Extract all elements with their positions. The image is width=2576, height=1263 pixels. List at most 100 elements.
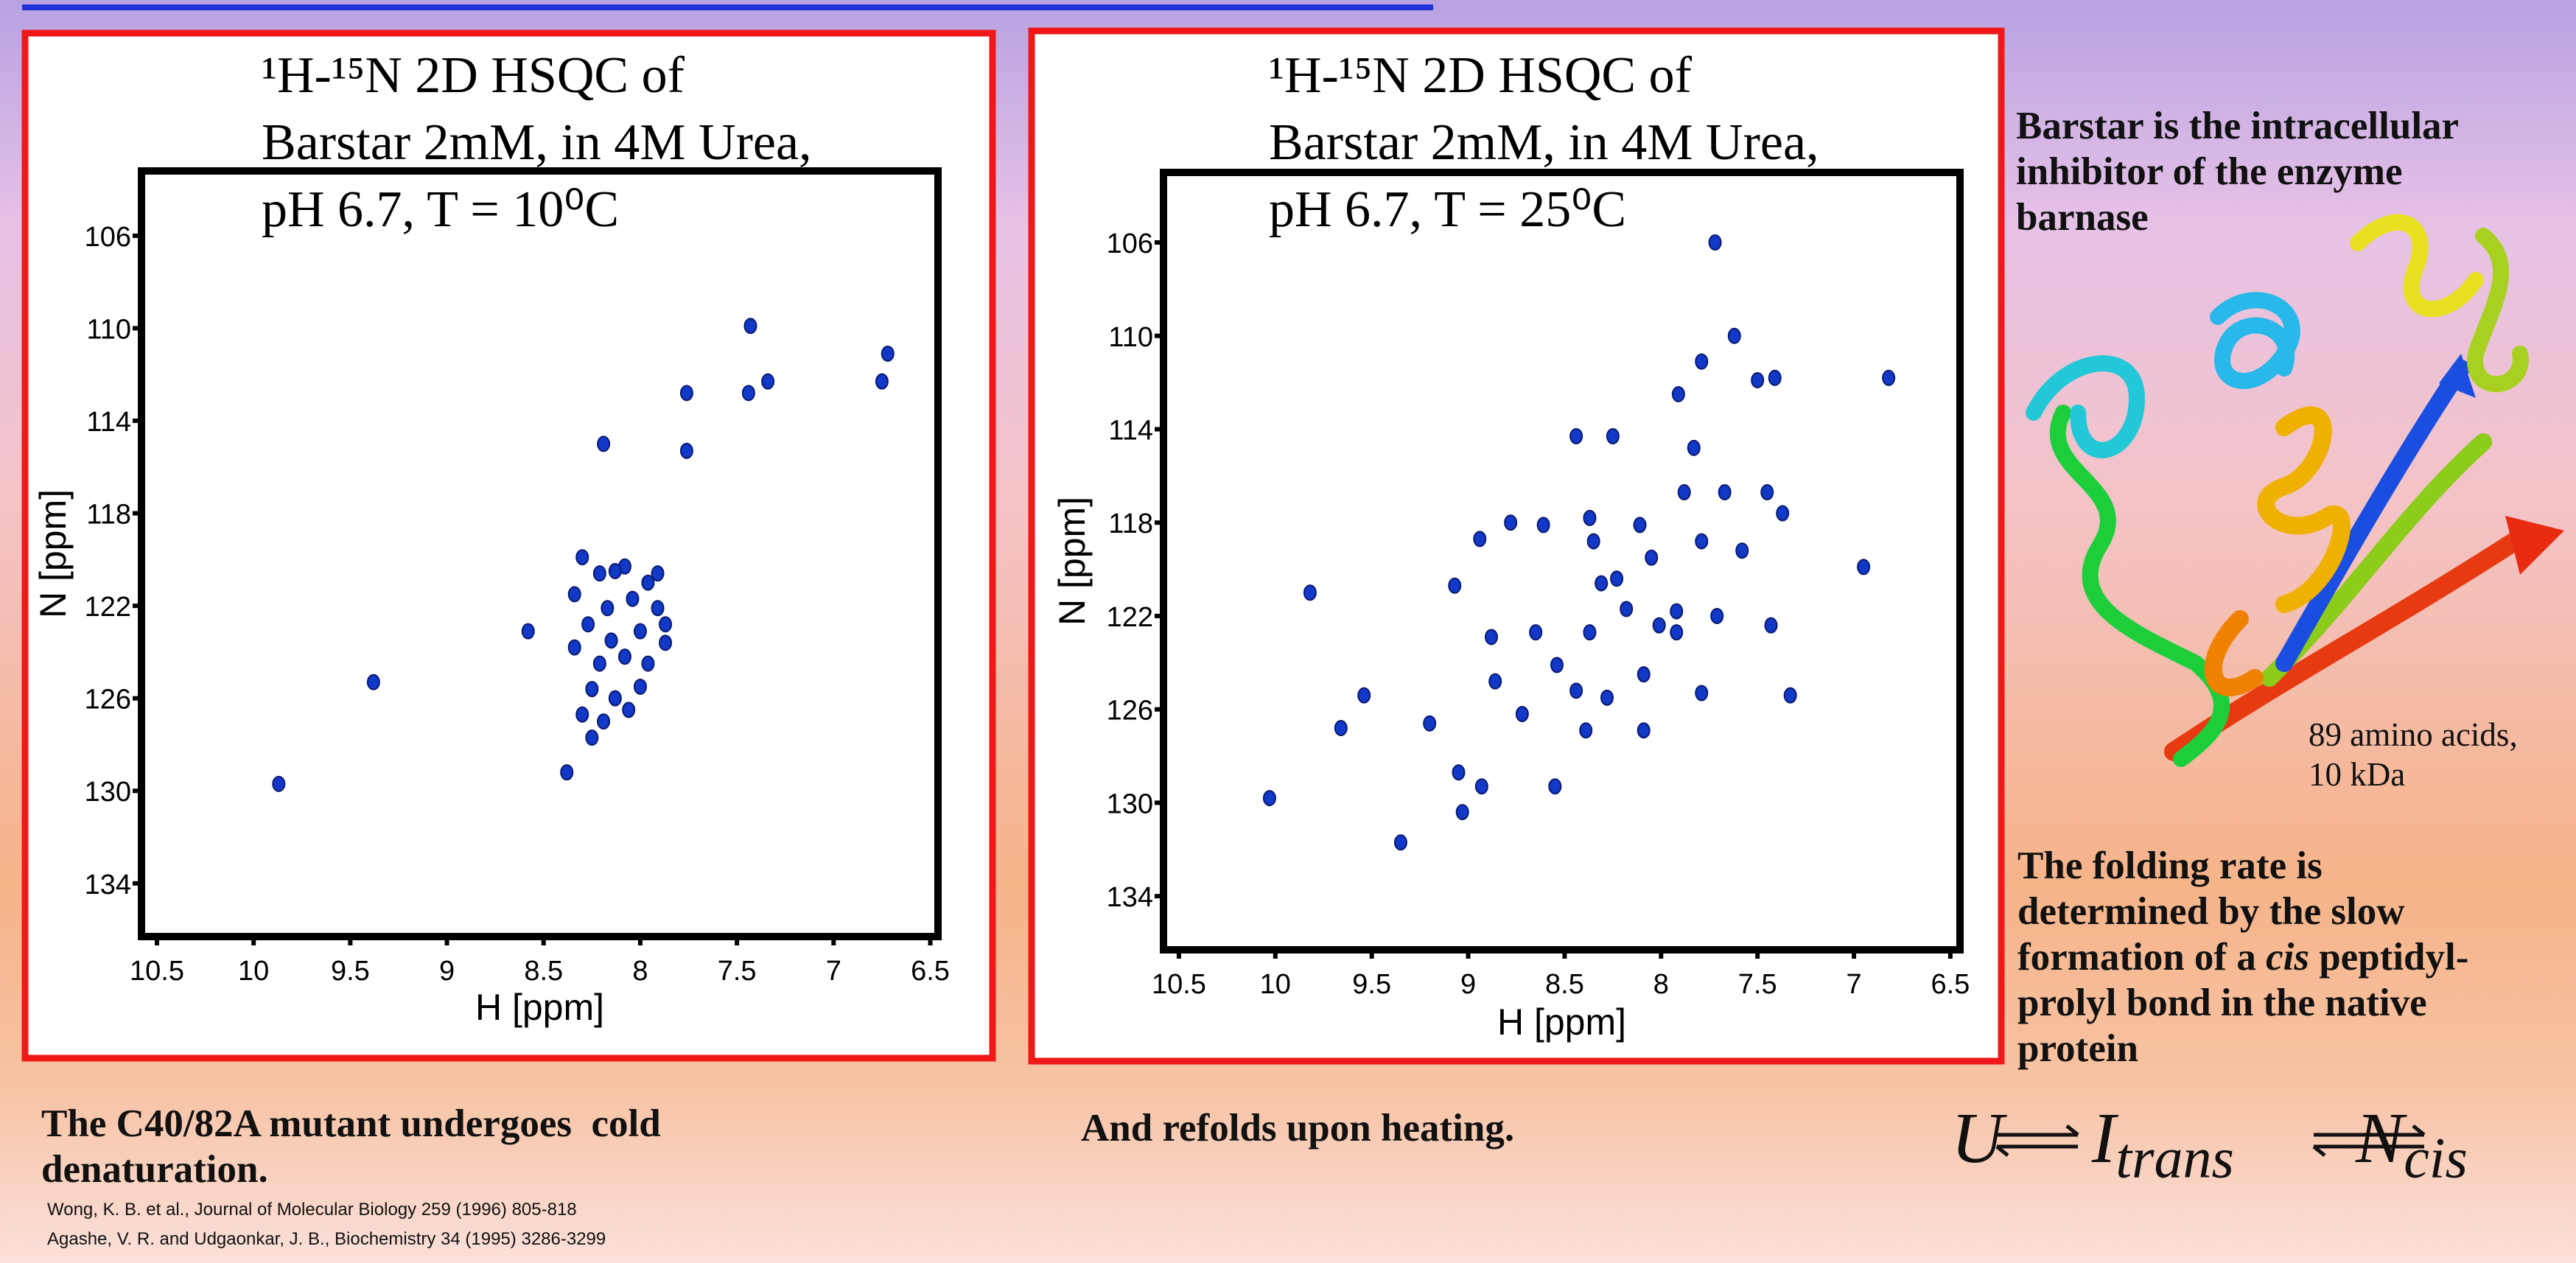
peak bbox=[585, 730, 599, 746]
x-tick-label: 9 bbox=[439, 956, 455, 987]
y-tick-label: 134 bbox=[1107, 882, 1153, 913]
peak bbox=[1423, 715, 1437, 732]
peak bbox=[1569, 428, 1583, 445]
chart: 106 110 114 118 122 126 130 134 10.5 10 9.5 9 8.5 8 7.… bbox=[1028, 27, 2005, 1065]
peak bbox=[881, 345, 895, 362]
peak bbox=[1455, 804, 1469, 821]
caption-right: And refolds upon heating. bbox=[1081, 1107, 1515, 1150]
peak bbox=[575, 706, 589, 723]
peak bbox=[1600, 689, 1614, 706]
peak bbox=[1488, 673, 1502, 690]
text-line: denaturation. bbox=[41, 1148, 268, 1191]
peak bbox=[1474, 778, 1488, 795]
text-line: 89 amino acids, bbox=[2309, 716, 2518, 753]
x-axis-label: H [ppm] bbox=[475, 987, 604, 1028]
peak bbox=[1708, 234, 1722, 251]
x-tick-label: 9 bbox=[1460, 969, 1476, 1000]
peak bbox=[567, 586, 581, 603]
x-tick-label: 10 bbox=[1260, 969, 1291, 1000]
peak bbox=[1652, 617, 1666, 634]
peak bbox=[1579, 722, 1593, 739]
peak bbox=[1882, 369, 1896, 386]
x-tick-label: 10 bbox=[238, 956, 269, 987]
text: cis bbox=[2266, 936, 2309, 979]
y-tick-label: 130 bbox=[85, 777, 131, 808]
plot-frame bbox=[138, 167, 942, 940]
peak bbox=[1857, 559, 1871, 575]
peak bbox=[1671, 385, 1685, 402]
x-tick-label: 8 bbox=[632, 956, 648, 987]
peak bbox=[597, 713, 611, 730]
peak bbox=[1735, 542, 1749, 559]
x-tick-label: 10.5 bbox=[130, 956, 184, 987]
eq-sub: cis bbox=[2404, 1125, 2468, 1190]
peak bbox=[622, 702, 636, 718]
equation-arrows bbox=[1995, 1124, 2426, 1157]
y-tick-label: 118 bbox=[1108, 508, 1153, 539]
peak bbox=[1357, 687, 1371, 704]
peak bbox=[1727, 327, 1741, 344]
x-axis-label: H [ppm] bbox=[1497, 1001, 1626, 1043]
peak bbox=[1448, 577, 1462, 594]
peak bbox=[521, 623, 535, 640]
text-line: The folding rate is bbox=[2017, 844, 2323, 887]
peak bbox=[641, 574, 655, 591]
peak bbox=[1262, 790, 1276, 807]
text: formation of a bbox=[2017, 936, 2267, 979]
peak bbox=[1303, 584, 1317, 601]
chart-title: Barstar 2mM, in 4M Urea, bbox=[1269, 114, 1819, 171]
eq-n: N bbox=[2355, 1099, 2404, 1178]
chart-frame bbox=[1028, 27, 2005, 1065]
y-tick-label: 110 bbox=[86, 314, 131, 345]
x-tick-label: 9.5 bbox=[331, 956, 370, 987]
peak bbox=[1645, 549, 1659, 566]
peak bbox=[1583, 509, 1597, 526]
x-tick-label: 6.5 bbox=[911, 956, 950, 987]
chart-title: pH 6.7, T = 10⁰C bbox=[262, 181, 619, 238]
peak bbox=[679, 385, 693, 402]
x-tick-label: 7 bbox=[1846, 969, 1861, 1000]
peak bbox=[1334, 720, 1348, 737]
peak bbox=[633, 678, 647, 695]
peak bbox=[1764, 617, 1778, 634]
peak bbox=[1610, 570, 1624, 587]
peak bbox=[581, 616, 595, 633]
chart-frame bbox=[21, 29, 996, 1062]
peak bbox=[1536, 517, 1550, 533]
y-tick-label: 114 bbox=[86, 407, 131, 438]
peak bbox=[1473, 531, 1487, 547]
peak bbox=[366, 674, 380, 690]
peak bbox=[1670, 624, 1684, 641]
peak bbox=[1677, 484, 1691, 501]
peak bbox=[1637, 722, 1651, 739]
x-tick-label: 7.5 bbox=[1738, 969, 1777, 1000]
y-tick-label: 114 bbox=[1108, 415, 1153, 446]
peak bbox=[1695, 353, 1709, 370]
text-line: formation of a cis peptidyl- bbox=[2017, 934, 2468, 980]
equation: U Itrans Ncis bbox=[1951, 1098, 2468, 1199]
peak bbox=[617, 648, 631, 665]
peak bbox=[592, 655, 606, 672]
peak bbox=[1550, 657, 1564, 674]
peak bbox=[1606, 428, 1620, 445]
y-axis-label: N [ppm] bbox=[32, 489, 74, 618]
chart-title: Barstar 2mM, in 4M Urea, bbox=[262, 114, 812, 171]
peak bbox=[604, 632, 618, 649]
protein-ribbon bbox=[2026, 214, 2564, 767]
peak bbox=[1768, 369, 1782, 386]
reference: Wong, K. B. et al., Journal of Molecular… bbox=[47, 1200, 577, 1220]
peak bbox=[1583, 624, 1597, 641]
y-tick-label: 118 bbox=[86, 500, 131, 531]
peak bbox=[633, 623, 647, 640]
peak bbox=[1718, 484, 1732, 501]
text-line: 10 kDa bbox=[2309, 756, 2406, 793]
peak bbox=[1776, 505, 1790, 522]
peak bbox=[1695, 685, 1709, 702]
peak bbox=[1569, 682, 1583, 699]
peak bbox=[1710, 607, 1724, 624]
x-tick-label: 7.5 bbox=[718, 956, 757, 987]
chart-title: pH 6.7, T = 25⁰C bbox=[1269, 181, 1626, 238]
plot-frame bbox=[1160, 169, 1964, 954]
peak bbox=[1670, 603, 1684, 620]
peak bbox=[608, 690, 622, 707]
